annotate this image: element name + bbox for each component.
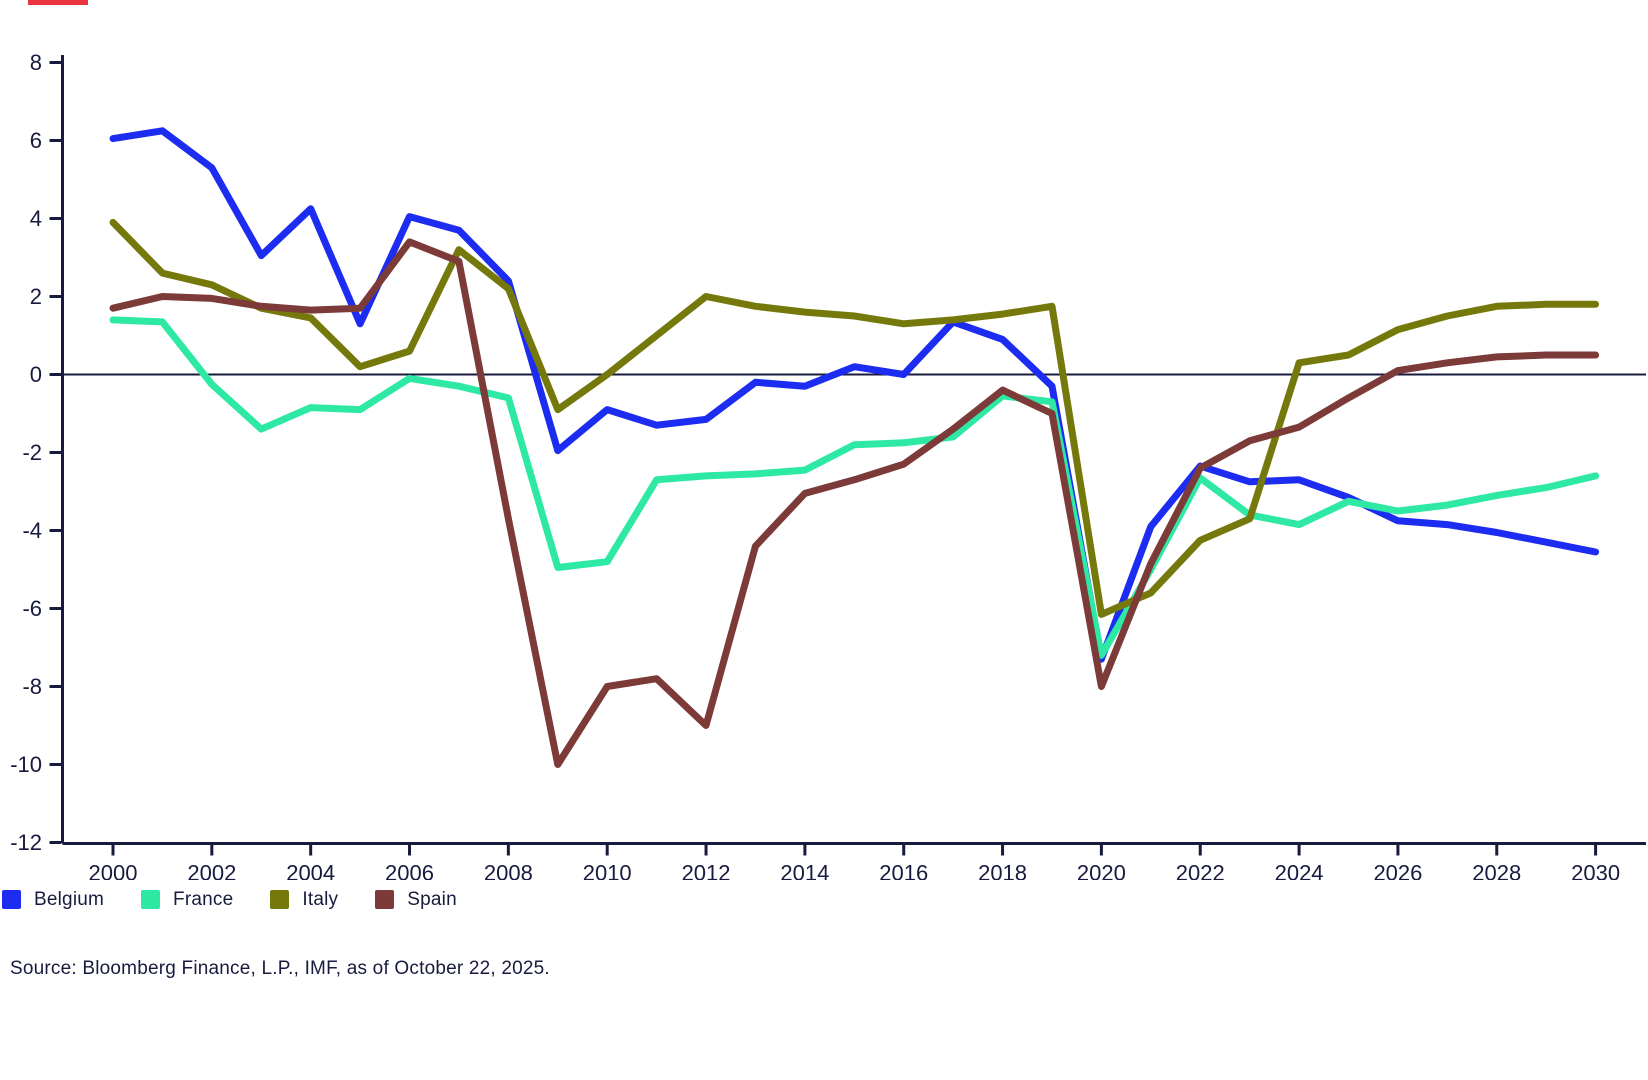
x-tick-label: 2016 [879,861,928,881]
x-tick-label: 2004 [286,861,335,881]
y-tick-label: -2 [22,440,42,465]
legend-item-italy: Italy [270,890,338,909]
x-tick-label: 2000 [89,861,138,881]
top-left-accent-bar [28,0,88,5]
series-line-italy [109,218,1600,618]
x-tick-label: 2012 [682,861,731,881]
x-tick-label: 2014 [780,861,829,881]
x-tick-label: 2002 [187,861,236,881]
legend-swatch-france [141,890,161,909]
x-tick-label: 2006 [385,861,434,881]
legend-label-spain: Spain [407,889,457,910]
chart-canvas: 8 6 4 2 0 -2 -4 -6 -8 -10 -12 2000 2002 2004 2006 2008 2… [10,50,1646,886]
legend-label-belgium: Belgium [34,889,105,910]
x-tick-label: 2026 [1373,861,1422,881]
y-tick-label: 6 [30,128,42,153]
x-tick-label: 2020 [1077,861,1126,881]
legend-swatch-spain [375,890,395,909]
legend-label-italy: Italy [302,889,339,910]
legend-item-france: France [141,890,233,909]
legend-item-belgium: Belgium [2,890,104,909]
legend-swatch-belgium [2,890,21,909]
x-tick-label: 2022 [1176,861,1225,881]
x-tick-label: 2008 [484,861,533,881]
legend-swatch-italy [270,890,290,909]
chart-legend: Belgium France Italy Spain [2,890,494,909]
y-tick-label: -10 [10,752,42,777]
series-line-spain [109,238,1600,768]
legend-label-france: France [173,889,234,910]
x-tick-label: 2028 [1472,861,1521,881]
y-tick-label: 2 [30,284,42,309]
y-tick-label: 4 [30,206,42,231]
x-tick-label: 2024 [1275,861,1324,881]
y-tick-label: -4 [22,518,42,543]
series-line-belgium [109,127,1600,663]
source-note: Source: Bloomberg Finance, L.P., IMF, as… [10,958,550,979]
y-tick-label: -8 [22,674,42,699]
series-line-france [109,316,1600,659]
x-tick-label: 2030 [1571,861,1620,881]
x-tick-label: 2010 [583,861,632,881]
y-tick-label: -12 [10,830,42,855]
y-tick-label: -6 [22,596,42,621]
y-tick-label: 0 [30,362,42,387]
legend-item-spain: Spain [375,890,457,909]
primary-balance-line-chart: 8 6 4 2 0 -2 -4 -6 -8 -10 -12 2000 2002 2004 2006 2008 2… [10,50,1646,886]
y-tick-label: 8 [30,50,42,75]
x-tick-label: 2018 [978,861,1027,881]
